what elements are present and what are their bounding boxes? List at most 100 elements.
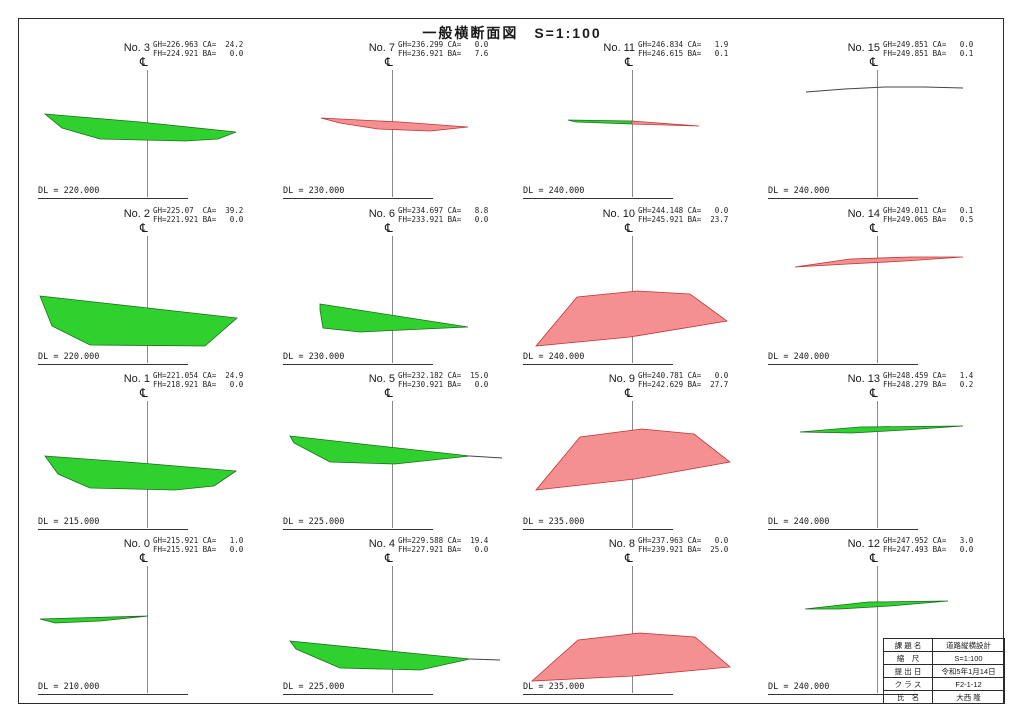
centerline-symbol: ℄: [870, 386, 878, 400]
elevation-values: GH=246.834 CA= 1.9 FH=246.615 BA= 0.1: [638, 40, 729, 58]
title-block-label: 氏 名: [883, 690, 933, 704]
datum-line-label: DL = 225.000: [283, 682, 433, 695]
elevation-values: GH=215.921 CA= 1.0 FH=215.921 BA= 0.0: [153, 536, 244, 554]
centerline-symbol: ℄: [385, 386, 393, 400]
elevation-values: GH=237.963 CA= 0.0 FH=239.921 BA= 25.0: [638, 536, 729, 554]
station-label: No. 7: [368, 42, 395, 54]
title-block-label: 縮 尺: [883, 651, 933, 665]
datum-line-label: DL = 240.000: [523, 352, 673, 365]
datum-line-label: DL = 240.000: [768, 682, 918, 695]
title-block-label: 課 題 名: [883, 638, 933, 652]
station-label: No. 2: [123, 208, 150, 220]
station-label: No. 6: [368, 208, 395, 220]
cross-section-no8: No. 8 GH=237.963 CA= 0.0 FH=239.921 BA= 2…: [505, 536, 745, 698]
datum-line-label: DL = 235.000: [523, 517, 673, 530]
centerline-symbol: ℄: [870, 551, 878, 565]
centerline: [632, 236, 633, 363]
centerline-symbol: ℄: [870, 55, 878, 69]
cross-section-no13: No. 13 GH=248.459 CA= 1.4 FH=248.279 BA= …: [750, 371, 990, 533]
station-label: No. 11: [603, 42, 635, 54]
datum-line-label: DL = 210.000: [38, 682, 188, 695]
centerline-symbol: ℄: [140, 55, 148, 69]
cross-section-no15: No. 15 GH=249.851 CA= 0.0 FH=249.851 BA= …: [750, 40, 990, 202]
centerline: [392, 401, 393, 528]
datum-line-label: DL = 240.000: [523, 186, 673, 199]
elevation-values: GH=229.588 CA= 19.4 FH=227.921 BA= 0.0: [398, 536, 489, 554]
centerline: [632, 70, 633, 197]
centerline: [877, 70, 878, 197]
title-block-value: 大西 隆: [932, 690, 1005, 704]
elevation-values: GH=248.459 CA= 1.4 FH=248.279 BA= 0.2: [883, 371, 974, 389]
title-block-row: ク ラ ス F2-1-12: [883, 677, 1005, 691]
elevation-values: GH=225.07 CA= 39.2 FH=221.921 BA= 0.0: [153, 206, 244, 224]
title-block-value: 令和5年1月14日: [932, 664, 1005, 678]
station-label: No. 13: [847, 373, 880, 385]
station-label: No. 15: [847, 42, 880, 54]
title-block-row: 課 題 名 道路縦横設計: [883, 638, 1005, 652]
title-block-label: 提 出 日: [883, 664, 933, 678]
cross-section-no10: No. 10 GH=244.148 CA= 0.0 FH=245.921 BA= …: [505, 206, 745, 368]
centerline: [632, 401, 633, 528]
centerline: [392, 566, 393, 693]
datum-line-label: DL = 230.000: [283, 352, 433, 365]
cross-section-no3: No. 3 GH=226.963 CA= 24.2 FH=224.921 BA= …: [20, 40, 260, 202]
title-block-value: F2-1-12: [932, 677, 1005, 691]
datum-line-label: DL = 215.000: [38, 517, 188, 530]
datum-line-label: DL = 240.000: [768, 186, 918, 199]
station-label: No. 3: [123, 42, 150, 54]
datum-line-label: DL = 220.000: [38, 186, 188, 199]
elevation-values: GH=240.781 CA= 0.0 FH=242.629 BA= 27.7: [638, 371, 729, 389]
centerline: [877, 236, 878, 363]
elevation-values: GH=234.697 CA= 8.8 FH=233.921 BA= 0.0: [398, 206, 489, 224]
station-label: No. 9: [608, 373, 635, 385]
elevation-values: GH=247.952 CA= 3.0 FH=247.493 BA= 0.0: [883, 536, 974, 554]
centerline: [392, 236, 393, 363]
centerline-symbol: ℄: [140, 386, 148, 400]
datum-line-label: DL = 240.000: [768, 517, 918, 530]
centerline: [147, 236, 148, 363]
datum-line-label: DL = 235.000: [523, 682, 673, 695]
datum-line-label: DL = 230.000: [283, 186, 433, 199]
elevation-values: GH=236.299 CA= 0.0 FH=236.921 BA= 7.6: [398, 40, 489, 58]
drawing-title: 一般横断面図 S=1:100: [422, 25, 602, 41]
datum-line-label: DL = 220.000: [38, 352, 188, 365]
centerline-symbol: ℄: [870, 221, 878, 235]
cross-section-no0: No. 0 GH=215.921 CA= 1.0 FH=215.921 BA= 0…: [20, 536, 260, 698]
centerline-symbol: ℄: [385, 551, 393, 565]
cross-section-no2: No. 2 GH=225.07 CA= 39.2 FH=221.921 BA= 0…: [20, 206, 260, 368]
station-label: No. 5: [368, 373, 395, 385]
elevation-values: GH=221.054 CA= 24.9 FH=218.921 BA= 0.0: [153, 371, 244, 389]
title-block: 課 題 名 道路縦横設計 縮 尺 S=1:100 提 出 日 令和5年1月14日…: [883, 638, 1005, 704]
centerline-symbol: ℄: [625, 221, 633, 235]
centerline-symbol: ℄: [625, 551, 633, 565]
elevation-values: GH=226.963 CA= 24.2 FH=224.921 BA= 0.0: [153, 40, 244, 58]
station-label: No. 4: [368, 538, 395, 550]
elevation-values: GH=249.011 CA= 0.1 FH=249.065 BA= 0.5: [883, 206, 974, 224]
title-block-value: S=1:100: [932, 651, 1005, 665]
cross-section-no9: No. 9 GH=240.781 CA= 0.0 FH=242.629 BA= 2…: [505, 371, 745, 533]
station-label: No. 14: [847, 208, 880, 220]
elevation-values: GH=244.148 CA= 0.0 FH=245.921 BA= 23.7: [638, 206, 729, 224]
cross-section-no6: No. 6 GH=234.697 CA= 8.8 FH=233.921 BA= 0…: [265, 206, 505, 368]
centerline-symbol: ℄: [625, 55, 633, 69]
cross-section-no1: No. 1 GH=221.054 CA= 24.9 FH=218.921 BA= …: [20, 371, 260, 533]
title-block-row: 縮 尺 S=1:100: [883, 651, 1005, 665]
centerline-symbol: ℄: [625, 386, 633, 400]
station-label: No. 12: [847, 538, 880, 550]
cross-section-no4: No. 4 GH=229.588 CA= 19.4 FH=227.921 BA= …: [265, 536, 505, 698]
centerline-symbol: ℄: [140, 221, 148, 235]
station-label: No. 0: [123, 538, 150, 550]
centerline: [877, 566, 878, 693]
station-label: No. 8: [608, 538, 635, 550]
title-block-value: 道路縦横設計: [932, 638, 1005, 652]
centerline-symbol: ℄: [140, 551, 148, 565]
cross-section-no7: No. 7 GH=236.299 CA= 0.0 FH=236.921 BA= 7…: [265, 40, 505, 202]
centerline-symbol: ℄: [385, 221, 393, 235]
cross-section-no5: No. 5 GH=232.182 CA= 15.0 FH=230.921 BA= …: [265, 371, 505, 533]
title-block-label: ク ラ ス: [883, 677, 933, 691]
station-label: No. 1: [123, 373, 150, 385]
cross-section-no11: No. 11 GH=246.834 CA= 1.9 FH=246.615 BA= …: [505, 40, 745, 202]
cross-section-no12: No. 12 GH=247.952 CA= 3.0 FH=247.493 BA= …: [750, 536, 990, 698]
centerline: [147, 70, 148, 197]
